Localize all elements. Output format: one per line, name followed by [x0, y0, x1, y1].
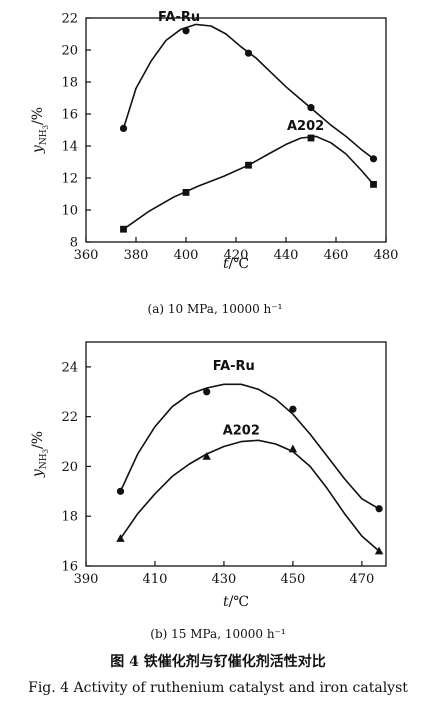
chart-a-y-tick-label: 10 — [61, 204, 78, 219]
chart-a-y-axis-label: yNH3/% — [30, 107, 50, 154]
chart-a-a202-point — [182, 189, 190, 196]
figure-caption-en: Fig. 4 Activity of ruthenium catalyst an… — [28, 680, 408, 696]
chart-a-x-tick-label: 420 — [224, 248, 249, 263]
chart-b-a202-point — [116, 534, 125, 542]
chart-b-x-tick-label: 430 — [212, 572, 237, 587]
chart-a-y-tick-label: 12 — [61, 172, 78, 187]
chart-b-a202-point — [374, 546, 384, 555]
chart-a-x-tick-label: 480 — [374, 248, 399, 263]
chart-a-a202-point — [307, 134, 315, 142]
chart-a-x-tick-label: 400 — [174, 248, 199, 263]
chart-b-y-tick-label: 22 — [61, 410, 78, 425]
chart-b-y-tick-label: 18 — [61, 510, 78, 525]
chart-b-x-axis-label: t/℃ — [223, 594, 249, 610]
chart-a-x-tick-label: 460 — [324, 248, 349, 263]
chart-b-a202-point — [288, 444, 298, 453]
chart-a-x-tick-label: 360 — [74, 248, 99, 263]
chart-a-x-axis-label: t/℃ — [223, 256, 249, 272]
chart-a-y-tick-label: 8 — [70, 236, 78, 251]
chart-b-x-tick-label: 450 — [280, 572, 305, 587]
chart-b-fa-ru-line — [119, 383, 380, 510]
chart-a-caption: (a) 10 MPa, 10000 h⁻¹ — [148, 302, 283, 316]
chart-b-fa-ru-point — [116, 487, 125, 495]
chart-a-a202-point — [370, 181, 377, 188]
chart-b-a202-line — [119, 439, 380, 552]
chart-a-y-tick-label: 16 — [61, 108, 78, 123]
chart-b-fa-ru-label: FA-Ru — [213, 359, 255, 374]
chart-b-x-tick-label: 390 — [74, 572, 99, 587]
chart-a-fa-ru-point — [244, 49, 253, 57]
chart-a-fa-ru-point — [182, 27, 190, 35]
chart-a-fa-ru-point — [119, 124, 128, 132]
chart-a-x-tick-label: 440 — [274, 248, 299, 263]
chart-a-a202-point — [120, 225, 127, 233]
chart-a-y-tick-label: 22 — [61, 12, 78, 27]
chart-a-y-tick-label: 18 — [61, 76, 78, 91]
chart-a-plot-frame — [85, 17, 387, 243]
chart-a-a202-label: A202 — [287, 119, 324, 134]
chart-b-y-tick-label: 16 — [61, 560, 78, 575]
chart-a: 360 380 400 420 440 460 480 8 10 12 14 16 18 20 22 t/℃ y… — [30, 10, 398, 272]
chart-b-plot-frame — [85, 341, 387, 567]
chart-a-y-tick-label: 14 — [61, 140, 78, 155]
chart-a-fa-ru-point — [307, 104, 315, 112]
chart-b-fa-ru-point — [203, 388, 211, 396]
chart-b: 390 410 430 450 470 16 18 20 22 24 t/℃ yNH3/% FA-Ru A… — [30, 341, 387, 610]
chart-a-fa-ru-point — [369, 155, 378, 163]
chart-a-a202-point — [245, 161, 252, 169]
figure-caption-cn: 图 4 铁催化剂与钌催化剂活性对比 — [110, 653, 326, 670]
chart-b-y-tick-label: 20 — [61, 460, 78, 475]
chart-b-a202-label: A202 — [223, 423, 260, 438]
chart-b-x-tick-label: 410 — [143, 572, 168, 587]
chart-b-y-axis-label: yNH3/% — [30, 431, 50, 478]
chart-a-fa-ru-label: FA-Ru — [158, 10, 200, 25]
chart-b-x-tick-label: 470 — [349, 572, 374, 587]
chart-b-caption: (b) 15 MPa, 10000 h⁻¹ — [150, 627, 285, 641]
chart-b-fa-ru-point — [289, 405, 297, 413]
chart-a-y-tick-label: 20 — [61, 44, 78, 59]
chart-a-x-tick-label: 380 — [124, 248, 149, 263]
chart-b-fa-ru-point — [375, 505, 383, 513]
chart-b-a202-point — [202, 451, 211, 460]
chart-a-fa-ru-line — [122, 23, 374, 160]
chart-a-a202-line — [123, 135, 375, 230]
chart-b-y-tick-label: 24 — [61, 360, 78, 375]
